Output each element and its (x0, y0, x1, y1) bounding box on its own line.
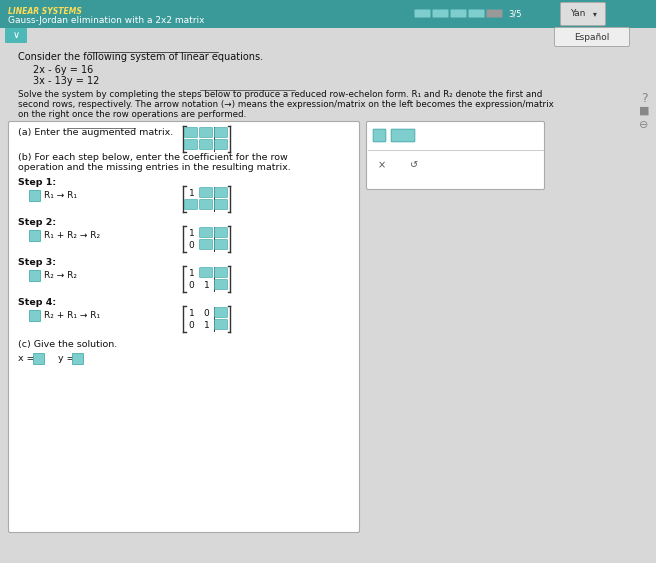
Text: on the right once the row operations are performed.: on the right once the row operations are… (18, 110, 246, 119)
FancyBboxPatch shape (199, 267, 213, 278)
FancyBboxPatch shape (30, 311, 41, 321)
Text: ⊖: ⊖ (640, 120, 649, 130)
FancyBboxPatch shape (184, 140, 197, 149)
Text: LINEAR SYSTEMS: LINEAR SYSTEMS (8, 7, 82, 16)
Text: 0: 0 (203, 309, 209, 318)
FancyBboxPatch shape (184, 128, 197, 137)
FancyBboxPatch shape (9, 122, 359, 533)
FancyBboxPatch shape (5, 28, 27, 43)
Text: ?: ? (641, 92, 647, 105)
Text: Gauss-Jordan elimination with a 2x2 matrix: Gauss-Jordan elimination with a 2x2 matr… (8, 16, 205, 25)
Text: (c) Give the solution.: (c) Give the solution. (18, 340, 117, 349)
FancyBboxPatch shape (215, 128, 228, 137)
Text: (a) Enter the augmented matrix.: (a) Enter the augmented matrix. (18, 128, 173, 137)
Text: R₂ → R₂: R₂ → R₂ (44, 271, 77, 280)
Text: y =: y = (58, 354, 75, 363)
FancyBboxPatch shape (215, 227, 228, 238)
FancyBboxPatch shape (415, 10, 430, 17)
Text: ×: × (378, 160, 386, 170)
Text: Consider the following system of linear equations.: Consider the following system of linear … (18, 52, 263, 62)
FancyBboxPatch shape (451, 10, 466, 17)
FancyBboxPatch shape (215, 267, 228, 278)
Text: Step 2:: Step 2: (18, 218, 56, 227)
Text: Step 4:: Step 4: (18, 298, 56, 307)
Text: ▾: ▾ (593, 10, 597, 19)
Text: 1: 1 (189, 229, 194, 238)
Text: ■: ■ (639, 106, 649, 116)
FancyBboxPatch shape (215, 320, 228, 329)
FancyBboxPatch shape (215, 307, 228, 318)
Text: 0: 0 (189, 320, 194, 329)
FancyBboxPatch shape (560, 2, 605, 25)
FancyBboxPatch shape (199, 128, 213, 137)
Text: 1: 1 (189, 269, 194, 278)
Text: Solve the system by completing the steps below to produce a reduced row-echelon : Solve the system by completing the steps… (18, 90, 543, 99)
Text: R₁ + R₂ → R₂: R₁ + R₂ → R₂ (44, 231, 100, 240)
Text: operation and the missing entries in the resulting matrix.: operation and the missing entries in the… (18, 163, 291, 172)
Text: second rows, respectively. The arrow notation (→) means the expression/matrix on: second rows, respectively. The arrow not… (18, 100, 554, 109)
FancyBboxPatch shape (30, 190, 41, 202)
Text: 0: 0 (189, 240, 194, 249)
Text: Yan: Yan (570, 10, 586, 19)
Text: 2x - 6y = 16: 2x - 6y = 16 (33, 65, 93, 75)
Text: x =: x = (18, 354, 35, 363)
Text: Español: Español (574, 33, 609, 42)
FancyBboxPatch shape (184, 200, 197, 209)
FancyBboxPatch shape (215, 200, 228, 209)
FancyBboxPatch shape (30, 270, 41, 282)
FancyBboxPatch shape (73, 354, 83, 364)
Text: 3x - 13y = 12: 3x - 13y = 12 (33, 76, 99, 86)
FancyBboxPatch shape (487, 10, 502, 17)
Text: R₁ → R₁: R₁ → R₁ (44, 191, 77, 200)
FancyBboxPatch shape (367, 122, 544, 190)
FancyBboxPatch shape (391, 129, 415, 142)
FancyBboxPatch shape (199, 187, 213, 198)
FancyBboxPatch shape (215, 240, 228, 249)
FancyBboxPatch shape (215, 187, 228, 198)
FancyBboxPatch shape (33, 354, 45, 364)
Text: (b) For each step below, enter the coefficient for the row: (b) For each step below, enter the coeff… (18, 153, 288, 162)
FancyBboxPatch shape (373, 129, 386, 142)
Text: 1: 1 (189, 309, 194, 318)
FancyBboxPatch shape (199, 227, 213, 238)
Text: ↺: ↺ (410, 160, 418, 170)
FancyBboxPatch shape (199, 200, 213, 209)
FancyBboxPatch shape (432, 10, 449, 17)
Text: 1: 1 (203, 320, 209, 329)
Text: 1: 1 (189, 189, 194, 198)
FancyBboxPatch shape (468, 10, 485, 17)
FancyBboxPatch shape (215, 140, 228, 149)
Text: Step 1:: Step 1: (18, 178, 56, 187)
Text: 3/5: 3/5 (508, 10, 522, 19)
FancyBboxPatch shape (554, 28, 630, 47)
Bar (0, 0, 656, 28)
Text: 1: 1 (203, 280, 209, 289)
FancyBboxPatch shape (199, 240, 213, 249)
Text: Step 3:: Step 3: (18, 258, 56, 267)
FancyBboxPatch shape (215, 280, 228, 289)
FancyBboxPatch shape (199, 140, 213, 149)
FancyBboxPatch shape (30, 230, 41, 242)
Text: 0: 0 (189, 280, 194, 289)
Text: ∨: ∨ (12, 30, 20, 41)
Text: R₂ + R₁ → R₁: R₂ + R₁ → R₁ (44, 311, 100, 320)
